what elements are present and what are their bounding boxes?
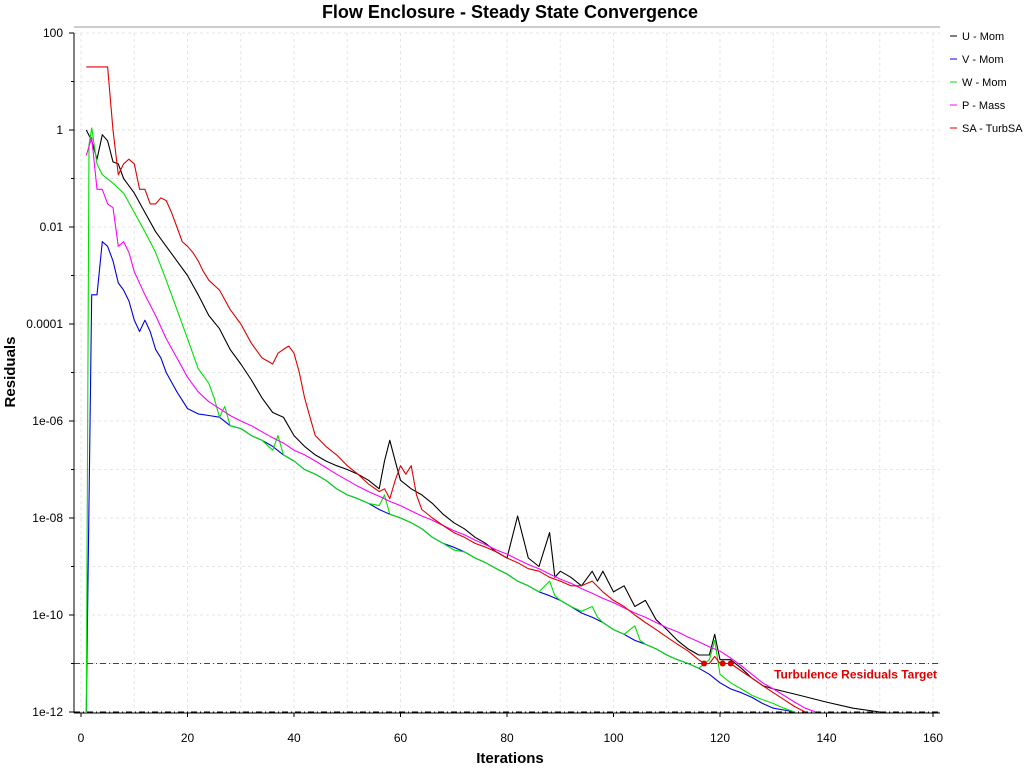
series-line-3 xyxy=(85,136,817,713)
x-tick-label: 40 xyxy=(287,731,301,745)
reference-line-label: Turbulence Residuals Target xyxy=(774,668,937,682)
x-tick-label: 100 xyxy=(603,731,623,745)
y-axis-title: Residuals xyxy=(2,337,19,408)
legend-label: V - Mom xyxy=(962,54,1004,66)
target-marker xyxy=(727,660,734,667)
legend-label: W - Mom xyxy=(962,77,1007,89)
legend-label: P - Mass xyxy=(962,100,1006,112)
x-tick-label: 0 xyxy=(78,731,85,745)
series-line-0 xyxy=(85,129,880,713)
legend-label: SA - TurbSA xyxy=(962,123,1023,135)
x-axis-title: Iterations xyxy=(476,750,544,767)
legend: U - Mom V - Mom W - Mom P - Mass SA - TurbSA xyxy=(950,31,1023,135)
target-markers xyxy=(701,660,734,667)
reference-lines: Turbulence Residuals Target xyxy=(74,663,940,713)
grid xyxy=(74,32,940,713)
target-marker xyxy=(701,660,708,667)
x-tick-label: 120 xyxy=(710,731,730,745)
y-tick-label: 1e-08 xyxy=(32,511,63,525)
y-tick-label: 1 xyxy=(56,123,63,137)
x-axis-ticks: 0 20 40 60 80 100 120 140 160 xyxy=(78,713,943,745)
target-marker xyxy=(719,660,726,667)
y-tick-label: 100 xyxy=(43,26,63,40)
chart-title: Flow Enclosure - Steady State Convergenc… xyxy=(322,2,698,22)
x-tick-label: 20 xyxy=(181,731,195,745)
series-lines xyxy=(85,66,880,713)
series-line-2 xyxy=(85,127,795,713)
legend-label: U - Mom xyxy=(962,31,1004,43)
x-tick-label: 140 xyxy=(816,731,836,745)
y-tick-label: 1e-10 xyxy=(32,608,63,622)
y-tick-label: 1e-12 xyxy=(32,705,63,719)
x-tick-label: 60 xyxy=(394,731,408,745)
x-tick-label: 160 xyxy=(923,731,943,745)
y-axis-ticks: 100 1 0.01 0.0001 1e-06 1e-08 1e-10 1e-12 xyxy=(26,26,74,719)
y-tick-label: 0.01 xyxy=(40,220,64,234)
y-tick-label: 1e-06 xyxy=(32,414,63,428)
y-tick-label: 0.0001 xyxy=(26,317,63,331)
x-tick-label: 80 xyxy=(500,731,514,745)
series-line-4 xyxy=(86,66,806,713)
